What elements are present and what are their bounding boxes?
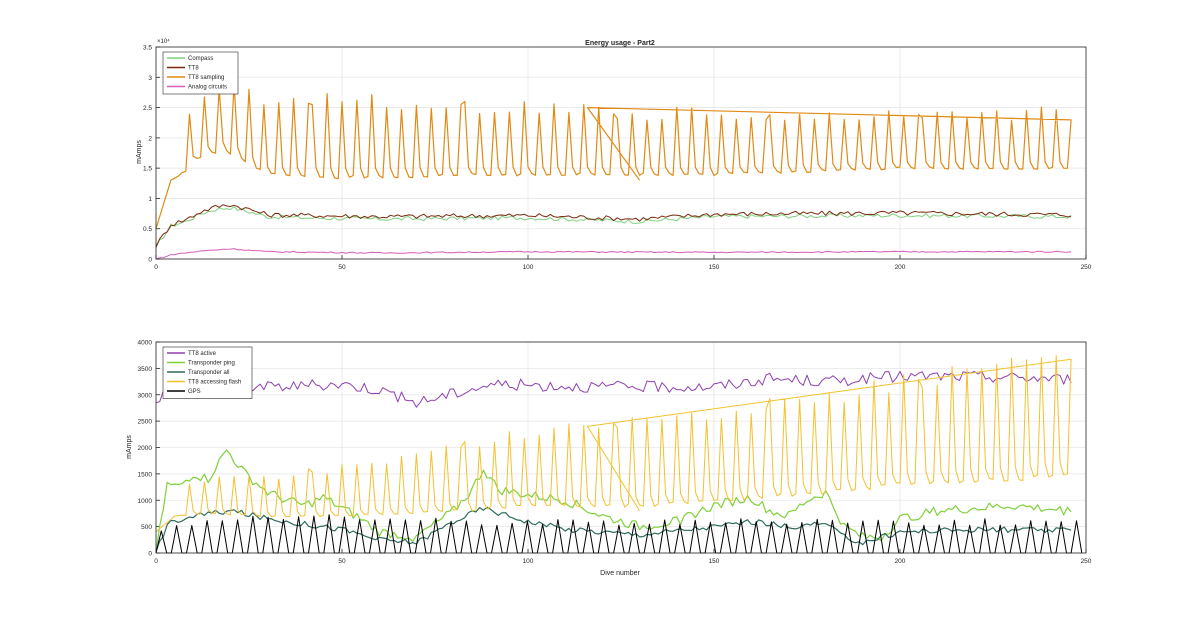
energy-usage-top-panel: Energy usage - Part2 mAmps ×10⁴ 0 50 100 15… (136, 38, 1092, 271)
x-tick-label: 0 (154, 558, 158, 565)
legend-label: Compass (188, 56, 213, 62)
y-axis-exponent: ×10⁴ (157, 38, 170, 45)
y-tick-label: 3.5 (143, 45, 152, 52)
axes-box (155, 46, 1087, 260)
legend-box (162, 51, 239, 95)
y-tick-label: 1000 (138, 498, 153, 505)
y-tick-label: 0 (148, 551, 152, 558)
x-tick-label: 50 (338, 558, 346, 565)
y-tick-label: 1 (148, 196, 152, 203)
x-tick-label: 200 (895, 558, 906, 565)
y-tick-label: 500 (141, 524, 152, 531)
y-tick-label: 2.5 (143, 105, 152, 112)
y-tick-label: 4000 (138, 340, 153, 347)
series-line-gps (155, 514, 1083, 554)
axes-box (155, 341, 1087, 554)
legend-label: TT8 accessing flash (188, 380, 241, 386)
y-tick-label: 0 (148, 257, 152, 264)
legend-label: TT8 sampling (188, 75, 224, 81)
x-tick-label: 200 (895, 264, 906, 271)
legend-label: Transponder all (188, 370, 229, 376)
x-tick-label: 250 (1081, 558, 1092, 565)
x-tick-label: 0 (154, 264, 158, 271)
legend: TT8 active Transponder ping Transponder al… (162, 346, 253, 399)
legend-label: Transponder ping (188, 361, 235, 367)
y-tick-label: 3 (148, 75, 152, 82)
plot-area (156, 47, 1086, 259)
series-line-transponder-all (155, 506, 1072, 552)
x-tick-label: 100 (523, 264, 534, 271)
x-tick-label: 250 (1081, 264, 1092, 271)
x-tick-label: 150 (709, 264, 720, 271)
legend-label: TT8 active (188, 351, 217, 357)
energy-usage-bottom-panel: mAmps Dive number 0 50 100 150 200 2500500100… (126, 340, 1092, 578)
y-tick-label: 2000 (138, 445, 153, 452)
x-axis-label: Dive number (600, 570, 640, 577)
legend-label: Analog circuits (188, 85, 227, 91)
series-line-transponder-ping (155, 449, 1072, 554)
y-tick-label: 2500 (138, 419, 153, 426)
y-tick-label: 1500 (138, 471, 153, 478)
y-tick-label: 3000 (138, 392, 153, 399)
y-tick-label: 2 (148, 135, 152, 142)
series-line-tt8-sampling (155, 83, 1072, 229)
legend-label: TT8 (188, 66, 199, 72)
y-tick-label: 3500 (138, 366, 153, 373)
series-line-tt8 (155, 204, 1072, 248)
series-line-analog-circuits (155, 248, 1072, 260)
x-tick-label: 100 (523, 558, 534, 565)
series-line-tt8-accessing-flash (155, 355, 1072, 533)
legend: Compass TT8 TT8 sampling Analog circuits (162, 51, 239, 95)
legend-label: GPS (188, 389, 201, 395)
chart-title: Energy usage - Part2 (585, 40, 655, 47)
x-tick-label: 50 (338, 264, 346, 271)
x-tick-label: 150 (709, 558, 720, 565)
y-tick-label: 0.5 (143, 226, 152, 233)
y-axis-label: mAmps (126, 435, 133, 459)
y-tick-label: 1.5 (143, 166, 152, 173)
series-line-tt8-active (155, 370, 1072, 408)
y-axis-label: mAmps (136, 140, 143, 164)
